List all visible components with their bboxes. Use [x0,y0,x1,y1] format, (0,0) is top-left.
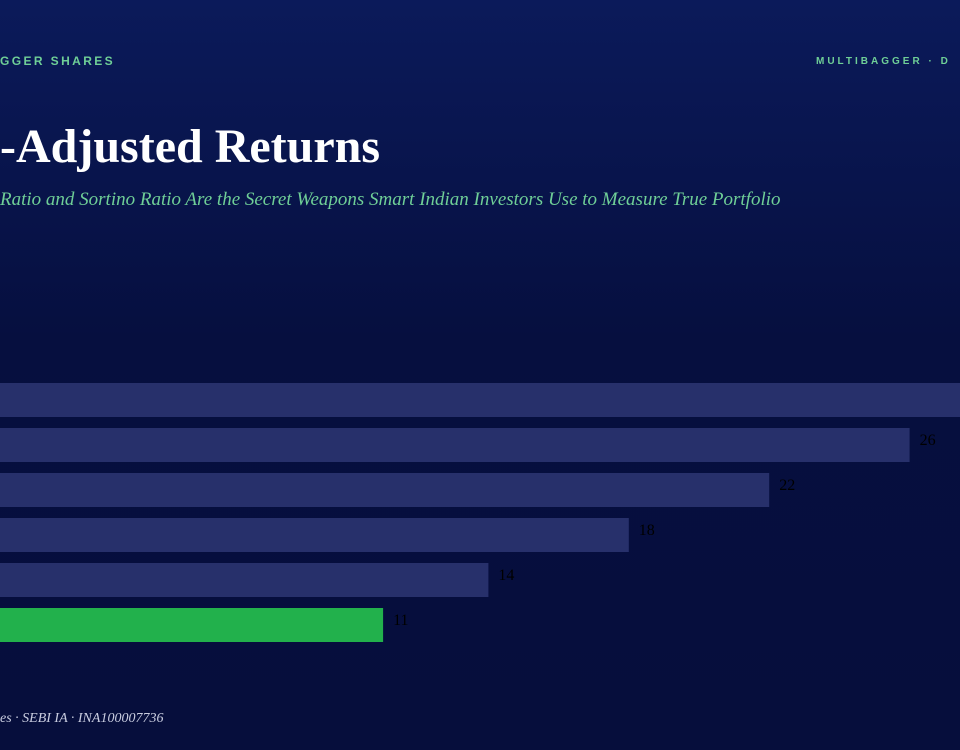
bar [0,428,910,462]
bar [0,518,629,552]
chart-subtitle: Ratio and Sortino Ratio Are the Secret W… [0,189,781,210]
value-label: 11 [393,612,408,629]
footer: es · SEBI IA · INA100007736 [0,711,163,726]
header-right: MULTIBAGGER · D [816,56,951,67]
header-left: GGER SHARES [0,54,115,68]
bar [0,473,770,507]
value-label: 22 [779,477,795,494]
value-label: 26 [920,432,936,449]
value-label: 18 [639,522,655,539]
bar [0,608,384,642]
bar [0,383,960,417]
bars: 26 22 18 14 11 [0,383,960,642]
chart-title: -Adjusted Returns [0,120,380,173]
value-label: 14 [498,567,514,584]
bar [0,563,489,597]
